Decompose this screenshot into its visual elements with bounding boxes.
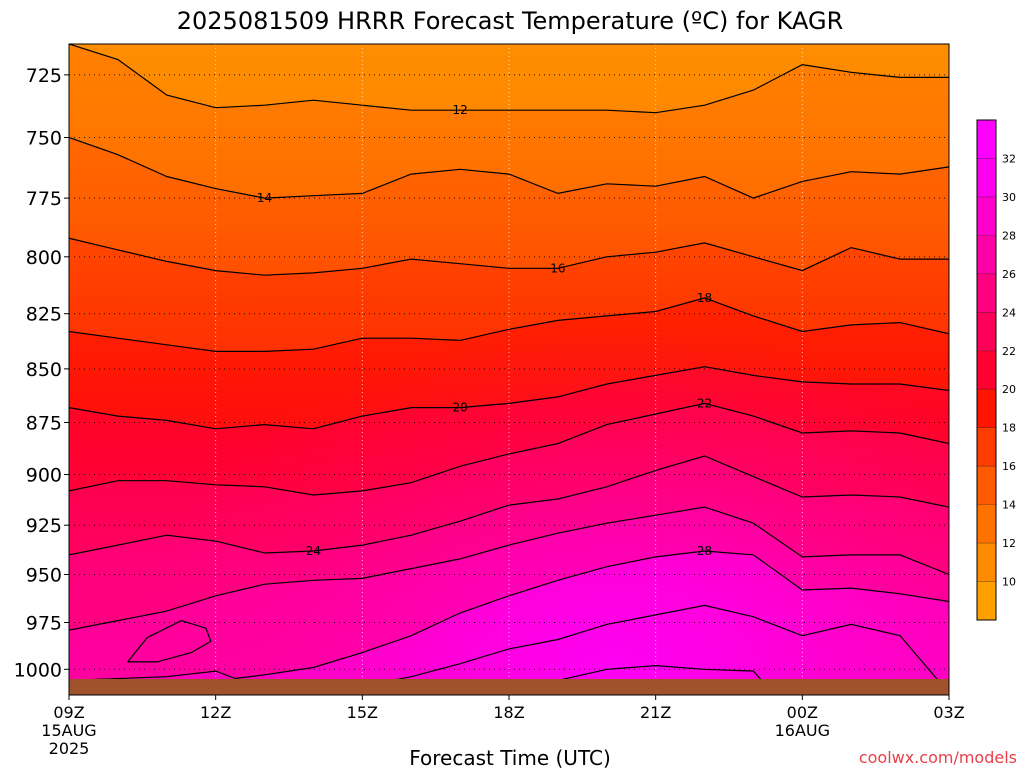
chart-title: 2025081509 HRRR Forecast Temperature (ºC…: [177, 7, 844, 35]
plot-area: 12 14 16 18 20 22 24 28: [69, 44, 949, 695]
credit-text: coolwx.com/models: [859, 748, 1017, 767]
colorbar-label: 20: [1002, 383, 1016, 396]
contour-label: 16: [550, 261, 565, 275]
colorbar-swatch: [977, 350, 996, 390]
y-tick-label: 750: [26, 128, 62, 150]
temperature-band: [69, 456, 949, 631]
y-axis-labels: 725 750 775 800 825 850 875 900 925 950 975 1000: [14, 65, 69, 681]
contour-line: [69, 402, 949, 496]
grid-lines: [69, 44, 949, 695]
x-tick-label: 21Z: [640, 703, 671, 722]
contour-label: 24: [306, 544, 321, 558]
y-tick-label: 775: [26, 188, 62, 210]
contour-label: 14: [257, 191, 272, 205]
temperature-band: [69, 238, 949, 352]
contour-fills: [69, 44, 949, 695]
temperature-band: [69, 44, 949, 113]
contour-label: 20: [452, 401, 467, 415]
colorbar-swatch: [977, 543, 996, 582]
x-tick-label: 15Z: [347, 703, 378, 722]
x-tick-label: 03Z: [933, 703, 964, 722]
contour-line: [69, 506, 949, 631]
ground-surface: [69, 679, 949, 695]
colorbar-swatch: [977, 196, 996, 236]
contour-label: 18: [697, 291, 712, 305]
colorbar-swatch: [977, 235, 996, 274]
x-axis-title: Forecast Time (UTC): [409, 746, 611, 768]
temperature-band: [69, 403, 949, 555]
colorbar-label: 30: [1002, 191, 1016, 204]
colorbar-swatch: [977, 427, 996, 467]
temperature-band: [69, 44, 949, 199]
x-tick-label: 09Z: [53, 703, 84, 722]
y-tick-label: 900: [26, 465, 62, 487]
colorbar-label: 14: [1002, 499, 1016, 512]
y-tick-label: 850: [26, 359, 62, 381]
y-tick-label: 1000: [14, 659, 62, 681]
colorbar-label: 18: [1002, 422, 1016, 435]
contour-label: 12: [452, 103, 467, 117]
colorbar-swatch: [977, 158, 996, 197]
colorbar-label: 24: [1002, 306, 1016, 319]
contour-line: [69, 297, 949, 352]
colorbar-swatch: [977, 581, 996, 620]
temperature-band: [69, 297, 949, 429]
y-tick-label: 875: [26, 412, 62, 434]
y-tick-label: 800: [26, 247, 62, 269]
x-tick-sublabel: 15AUG: [41, 721, 96, 740]
x-tick-sublabel: 2025: [49, 739, 90, 758]
contour-line: [69, 237, 949, 276]
y-tick-label: 825: [26, 304, 62, 326]
colorbar-swatch: [977, 120, 996, 159]
contour-label: 22: [697, 396, 712, 410]
colorbar-label: 16: [1002, 460, 1016, 473]
contour-line: [69, 455, 949, 556]
contour-line: [69, 550, 949, 681]
colorbar-swatch: [977, 466, 996, 505]
temperature-band: [69, 507, 949, 681]
colorbar-frame: [976, 119, 997, 621]
temperature-band: [69, 137, 949, 276]
contour-line: [69, 136, 949, 199]
x-tick-label: 12Z: [200, 703, 231, 722]
colorbar-label: 32: [1002, 152, 1016, 165]
colorbar-swatch: [977, 273, 996, 313]
colorbar-label: 26: [1002, 268, 1016, 281]
colorbar-swatch: [977, 504, 996, 544]
contour-line: [69, 366, 949, 430]
colorbar-label: 10: [1002, 576, 1016, 589]
contour-lines: 12 14 16 18 20 22 24 28: [69, 44, 949, 694]
x-tick-sublabel: 16AUG: [775, 721, 830, 740]
temperature-band: [69, 366, 949, 495]
x-tick-label: 18Z: [493, 703, 524, 722]
contour-label: 28: [697, 544, 712, 558]
colorbar-label: 22: [1002, 345, 1016, 358]
colorbar-label: 12: [1002, 537, 1016, 550]
x-tick-label: 00Z: [787, 703, 818, 722]
contour-line: [69, 44, 949, 114]
contour-line: [127, 619, 212, 663]
colorbar-swatch: [977, 312, 996, 351]
colorbar-label: 28: [1002, 229, 1016, 242]
colorbar: 10 12 14 16 18 20 22 24 26 28 30 32: [976, 119, 1016, 621]
contour-line: [313, 604, 949, 694]
y-tick-label: 725: [26, 65, 62, 87]
y-tick-label: 950: [26, 564, 62, 586]
y-tick-label: 975: [26, 613, 62, 635]
colorbar-swatch: [977, 389, 996, 428]
y-tick-label: 925: [26, 515, 62, 537]
